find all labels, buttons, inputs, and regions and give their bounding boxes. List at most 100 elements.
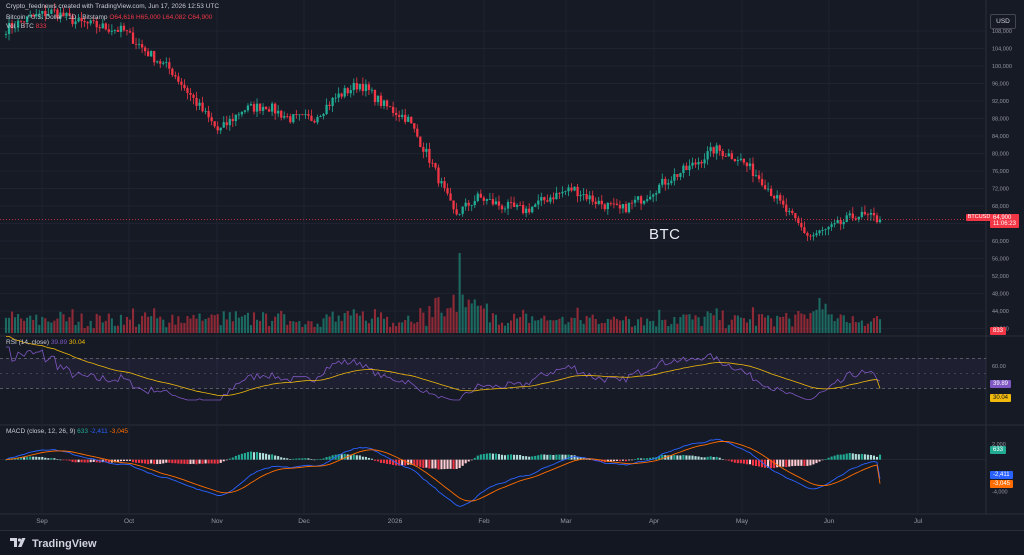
candle-body: [612, 203, 616, 205]
macd-histogram-bar: [860, 453, 863, 460]
candle-body: [748, 163, 752, 167]
candle-body: [573, 186, 576, 191]
volume-bar: [44, 318, 47, 333]
macd-histogram-bar: [679, 455, 682, 460]
candle-body: [128, 31, 132, 33]
candle-body: [407, 116, 410, 122]
macd-histogram-bar: [546, 454, 549, 460]
volume-bar: [540, 318, 543, 333]
macd-histogram-bar: [869, 454, 872, 460]
macd-histogram-bar: [767, 459, 770, 468]
candle-body: [44, 10, 47, 17]
volume-bar: [869, 321, 872, 333]
candle-body: [455, 209, 458, 215]
price-tag-symbol: BTCUSD: [967, 214, 991, 220]
y-tick-label: 48,000: [992, 292, 1009, 298]
rsi-legend[interactable]: RSI (14, close) 39.89 30.04: [6, 339, 85, 346]
macd-histogram-bar: [410, 459, 413, 465]
macd-histogram-bar: [319, 458, 322, 460]
volume-bar: [546, 320, 549, 333]
macd-histogram-bar: [670, 455, 673, 460]
volume-bar: [558, 318, 561, 333]
volume-bar: [404, 319, 407, 333]
macd-histogram-bar: [676, 455, 679, 460]
volume-bar: [824, 303, 827, 333]
candle-body: [754, 175, 758, 177]
volume-bar: [50, 322, 53, 333]
macd-histogram-bar: [791, 459, 794, 467]
macd-histogram-bar: [249, 451, 253, 460]
volume-bar: [715, 308, 718, 333]
volume-bar: [443, 316, 446, 333]
last-price-label: 64,900 11:06:23: [990, 214, 1019, 228]
macd-histogram-bar: [646, 458, 649, 460]
candle-body: [488, 199, 492, 200]
macd-histogram-bar: [757, 459, 761, 467]
macd-histogram-bar: [41, 456, 44, 460]
macd-histogram-bar: [119, 459, 122, 462]
candle-body: [476, 193, 479, 202]
macd-histogram-bar: [243, 453, 246, 460]
macd-histogram-bar: [833, 455, 836, 460]
volume-bar: [760, 314, 764, 333]
volume-bar: [325, 314, 328, 333]
volume-bar: [603, 323, 606, 333]
volume-bar: [74, 325, 77, 333]
candle-body: [419, 136, 422, 148]
tradingview-logo[interactable]: TradingView: [10, 537, 97, 550]
volume-bar: [842, 315, 845, 333]
volume-legend[interactable]: Vol · BTC 833: [6, 23, 46, 30]
candle-body: [806, 233, 809, 236]
candle-body: [146, 51, 150, 57]
volume-bar: [745, 322, 748, 333]
volume-bar: [437, 297, 440, 333]
macd-histogram-bar: [113, 459, 116, 463]
volume-bar: [416, 322, 419, 333]
candle-body: [56, 9, 59, 18]
trading-chart[interactable]: Sep Oct Nov Dec 2026 Feb Mar Apr May Jun Jul 108,00…: [0, 0, 1024, 530]
volume-bar: [249, 325, 253, 333]
volume-bar: [679, 317, 682, 333]
candle-body: [143, 47, 147, 52]
volume-bar: [537, 320, 540, 333]
candle-body: [283, 116, 286, 118]
candle-body: [95, 21, 98, 28]
candle-body: [564, 191, 567, 193]
macd-histogram-bar: [304, 458, 307, 460]
tradingview-brand-text: TradingView: [32, 538, 97, 550]
volume-bar: [809, 312, 812, 333]
candle-body: [785, 204, 788, 212]
y-tick-label: 52,000: [992, 274, 1009, 280]
volume-bar: [213, 315, 216, 333]
volume-bar: [177, 316, 180, 333]
volume-bar: [522, 309, 525, 333]
macd-histogram-bar: [522, 456, 525, 460]
macd-histogram-bar: [803, 459, 806, 467]
price-tag: BTCUSD: [966, 214, 992, 221]
candle-body: [464, 202, 467, 207]
candle-body: [19, 20, 23, 22]
volume-bar: [733, 315, 736, 333]
candle-body: [319, 116, 322, 118]
candle-body: [340, 93, 343, 97]
candle-body: [101, 23, 104, 29]
volume-bar: [431, 317, 434, 333]
macd-histogram-bar: [470, 459, 473, 461]
candle-body: [313, 120, 316, 123]
macd-histogram-bar: [295, 458, 298, 460]
volume-bar: [863, 325, 866, 333]
macd-histogram-bar: [425, 459, 428, 468]
macd-legend[interactable]: MACD (close, 12, 26, 9) 633 -2,411 -3,04…: [6, 428, 128, 435]
volume-bar: [14, 317, 17, 333]
candle-body: [16, 20, 20, 28]
candle-body: [261, 106, 265, 111]
candle-body: [440, 181, 443, 184]
candle-body: [482, 197, 485, 201]
macd-histogram-bar: [153, 459, 156, 465]
symbol-legend[interactable]: Bitcoin / U.S. Dollar · 1D · Bitstamp O6…: [6, 14, 212, 21]
volume-bar: [624, 316, 628, 333]
currency-button[interactable]: USD: [990, 14, 1016, 29]
volume-bar: [83, 328, 86, 333]
candle-body: [286, 116, 289, 117]
macd-histogram-bar: [177, 459, 180, 464]
